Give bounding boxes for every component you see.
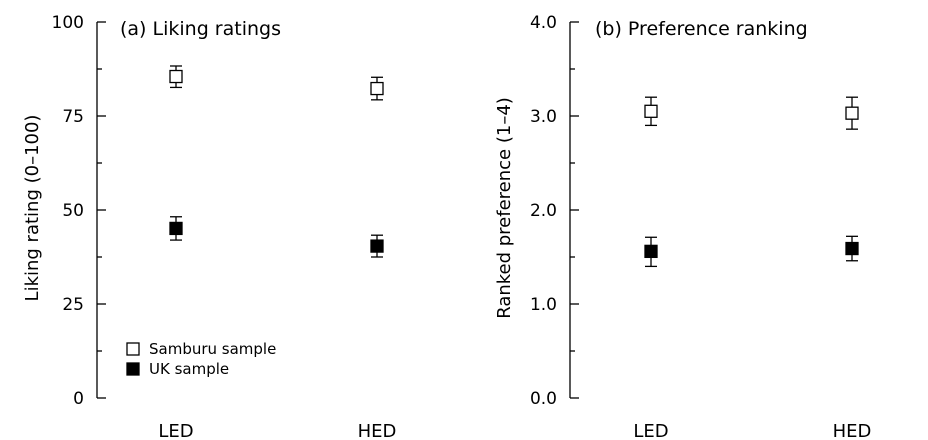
panel-b-plot-area: 0.0 1.0 2.0 3.0 4.0 LED HED	[530, 13, 871, 440]
panel-a-point-uk	[370, 239, 384, 253]
panel-b-title: (b) Preference ranking	[595, 18, 808, 40]
panel-b-x-category-label: LED	[633, 421, 668, 440]
legend: Samburu sample UK sample	[126, 340, 276, 378]
panel-a-y-axis-label: Liking rating (0–100)	[22, 115, 43, 302]
panel-b-y-tick-label: 4.0	[530, 13, 557, 33]
panel-a-y-tick-label: 75	[62, 107, 84, 127]
panel-b-point-uk	[644, 244, 658, 259]
panel-b-point-uk	[845, 241, 859, 256]
panel-b-y-tick-label: 0.0	[530, 389, 557, 409]
panel-a-y-tick-label: 100	[52, 13, 84, 33]
panel-b-y-tick-label: 2.0	[530, 201, 557, 221]
panel-a-y-tick-label: 50	[62, 201, 84, 221]
panel-b-x-category-label: HED	[833, 421, 872, 440]
panel-a: (a) Liking ratings Liking rating (0–100)…	[22, 13, 396, 440]
panel-b: (b) Preference ranking Ranked preference…	[494, 13, 871, 440]
panel-a-plot-area: 0 25 50 75 100 LED HED	[52, 13, 397, 440]
legend-entry-samburu: Samburu sample	[149, 340, 276, 358]
legend-entry-uk: UK sample	[149, 360, 229, 378]
legend-filled-square-marker	[126, 362, 140, 376]
panel-b-point-samburu	[644, 104, 658, 118]
panel-b-point-samburu	[845, 106, 859, 120]
panel-a-y-tick-label: 25	[62, 295, 84, 315]
panel-a-title: (a) Liking ratings	[120, 18, 281, 40]
panel-a-point-samburu	[169, 69, 183, 84]
panel-a-x-category-label: LED	[158, 421, 193, 440]
panel-a-x-category-label: HED	[358, 421, 397, 440]
panel-a-y-tick-label: 0	[73, 389, 84, 409]
panel-b-y-tick-label: 3.0	[530, 107, 557, 127]
panel-b-y-axis-label: Ranked preference (1–4)	[494, 97, 515, 319]
panel-b-y-tick-label: 1.0	[530, 295, 557, 315]
panel-a-point-uk	[169, 221, 183, 236]
legend-open-square-marker	[126, 342, 140, 356]
panel-a-point-samburu	[370, 81, 384, 96]
